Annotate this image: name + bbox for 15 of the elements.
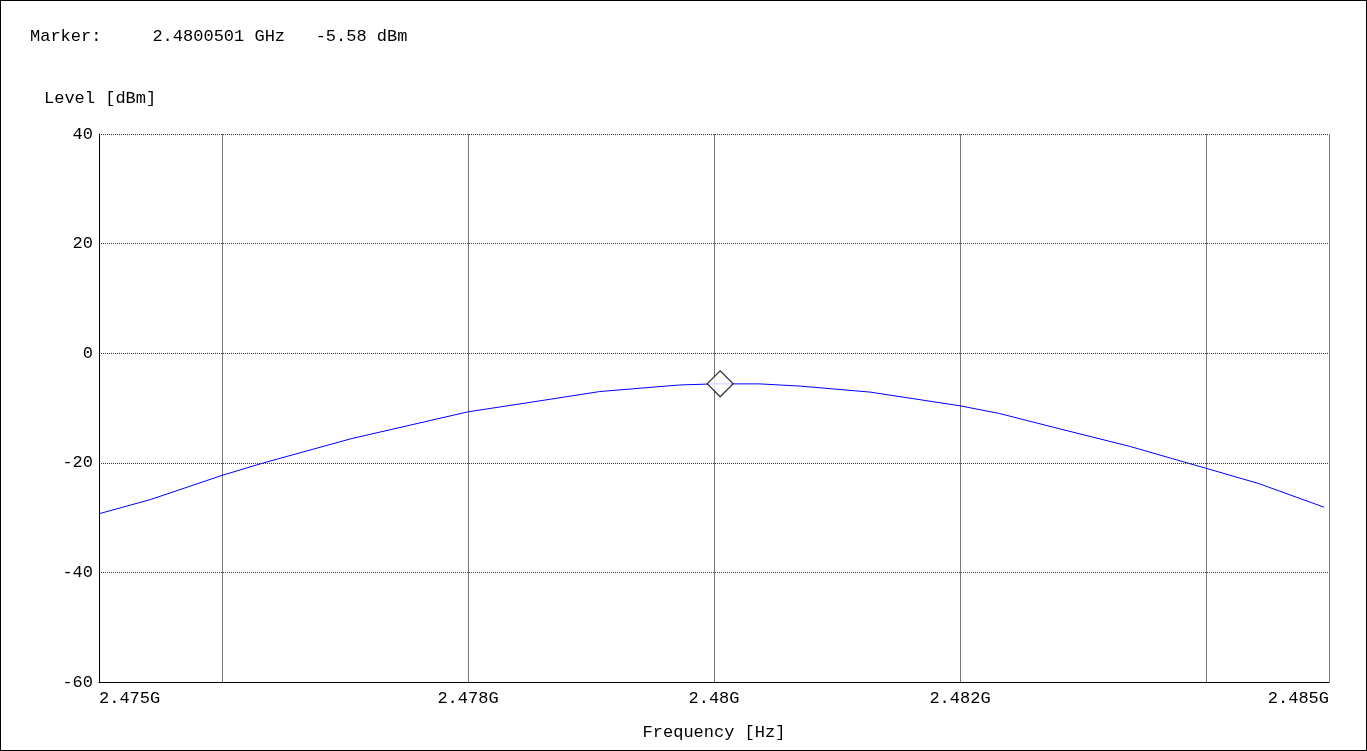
x-tick-label: 2.482G — [929, 689, 991, 708]
y-tick-label: 40 — [72, 124, 93, 144]
y-axis-title: Level [dBm] — [44, 89, 157, 108]
y-tick-label: 0 — [82, 343, 93, 363]
y-tick-label: -20 — [62, 453, 93, 473]
y-tick-label: -40 — [62, 562, 93, 582]
x-tick-label: 2.48G — [688, 689, 740, 708]
y-tick-label: -60 — [62, 672, 93, 692]
x-tick-label: 2.475G — [99, 689, 161, 708]
text: Marker: 2.4800501 GHz -5.58 dBm — [30, 27, 408, 46]
x-axis-title: Frequency [Hz] — [642, 723, 786, 742]
y-tick-label: 20 — [72, 234, 93, 254]
x-tick-label: 2.485G — [1267, 689, 1329, 708]
line-series — [98, 383, 1325, 515]
x-tick-label: 2.478G — [437, 689, 499, 708]
